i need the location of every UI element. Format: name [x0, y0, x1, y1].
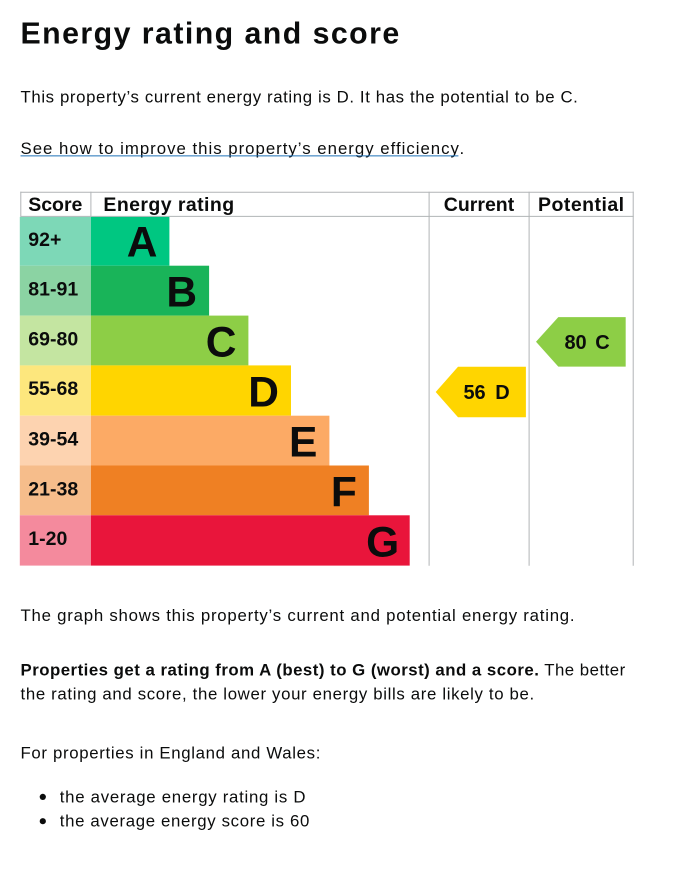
svg-text:Potential: Potential [538, 194, 624, 216]
svg-text:A: A [127, 220, 158, 267]
svg-text:This property’s current energy: This property’s current energy rating is… [21, 87, 579, 106]
svg-text:C: C [595, 332, 609, 354]
svg-text:C: C [206, 319, 237, 366]
svg-text:81-91: 81-91 [28, 279, 78, 301]
svg-text:.: . [460, 139, 465, 158]
svg-text:See how to improve this proper: See how to improve this property’s energ… [21, 139, 460, 158]
svg-text:Score: Score [28, 194, 82, 216]
svg-text:92+: 92+ [28, 229, 61, 251]
svg-text:39-54: 39-54 [28, 429, 78, 451]
svg-text:80: 80 [564, 332, 586, 354]
svg-text:the average energy score is 60: the average energy score is 60 [60, 812, 310, 831]
svg-text:B: B [166, 270, 197, 317]
svg-text:1-20: 1-20 [28, 528, 67, 550]
svg-text:D: D [248, 370, 279, 417]
svg-text:Properties get a rating from A: Properties get a rating from A (best) to… [21, 661, 626, 680]
svg-text:The graph shows this property’: The graph shows this property’s current … [21, 606, 576, 625]
svg-text:Energy rating: Energy rating [103, 194, 234, 216]
svg-text:D: D [495, 382, 509, 404]
svg-text:69-80: 69-80 [28, 328, 78, 350]
svg-text:Current: Current [444, 194, 515, 216]
svg-text:For properties in England and: For properties in England and Wales: [21, 744, 322, 763]
svg-text:G: G [366, 520, 399, 567]
svg-text:F: F [331, 469, 357, 516]
svg-text:56: 56 [463, 382, 485, 404]
svg-text:21-38: 21-38 [28, 478, 78, 500]
svg-text:the average energy rating is D: the average energy rating is D [60, 787, 306, 806]
svg-text:E: E [289, 420, 317, 467]
svg-text:Energy rating and score: Energy rating and score [21, 17, 401, 50]
svg-text:the rating and score, the lowe: the rating and score, the lower your ene… [21, 685, 535, 704]
svg-text:55-68: 55-68 [28, 378, 78, 400]
